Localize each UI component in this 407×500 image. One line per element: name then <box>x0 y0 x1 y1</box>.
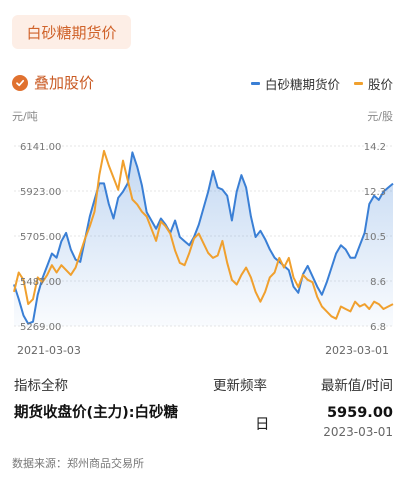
legend-label-stock: 股价 <box>367 77 393 92</box>
x-axis-end-date: 2023-03-01 <box>325 344 389 357</box>
data-source: 数据来源：郑州商品交易所 <box>12 457 144 470</box>
header-indicator-name: 指标全称 <box>14 378 68 394</box>
y-right-tick-label: 6.8 <box>370 322 386 333</box>
legend-item-futures: 白砂糖期货价 <box>250 74 340 93</box>
legend-item-stock: 股价 <box>353 74 393 93</box>
stock-price-line <box>13 149 394 320</box>
legend-label-futures: 白砂糖期货价 <box>264 77 340 92</box>
legend-swatch-futures <box>250 82 260 85</box>
right-axis-unit: 元/股 <box>367 110 393 123</box>
x-axis-start-date: 2021-03-03 <box>17 344 81 357</box>
page-title: 白砂糖期货价 <box>12 15 131 49</box>
header-update-frequency: 更新频率 <box>213 378 267 394</box>
y-left-tick-label: 5705.00 <box>20 232 61 243</box>
y-left-tick-label: 6141.00 <box>20 142 61 153</box>
indicator-name: 期货收盘价(主力):白砂糖 <box>14 405 179 421</box>
chart-legend: 白砂糖期货价 股价 <box>250 74 393 93</box>
y-right-tick-label: 14.2 <box>364 142 386 153</box>
y-left-tick-label: 5269.00 <box>20 322 61 333</box>
y-right-tick-label: 10.5 <box>364 232 386 243</box>
futures-price-area <box>14 152 393 326</box>
chart-series <box>13 149 394 326</box>
latest-date: 2023-03-01 <box>323 425 393 439</box>
y-left-tick-label: 5923.00 <box>20 187 61 198</box>
header-latest-value: 最新值/时间 <box>320 378 393 394</box>
overlay-label: 叠加股价 <box>34 74 95 92</box>
y-right-tick-label: 8.6 <box>370 277 386 288</box>
price-chart[interactable]: 6141.00 14.2 5923.00 12.3 5705.00 10.5 5487.00… <box>0 130 407 340</box>
y-right-tick-label: 12.3 <box>364 187 386 198</box>
left-axis-unit: 元/吨 <box>12 110 38 123</box>
legend-swatch-stock <box>353 82 363 85</box>
update-frequency: 日 <box>255 417 270 433</box>
check-icon <box>12 74 28 91</box>
chart-axis-ticks: 6141.00 14.2 5923.00 12.3 5705.00 10.5 5487.00… <box>20 142 386 333</box>
y-left-tick-label: 5487.00 <box>20 277 61 288</box>
indicator-table-header: 指标全称 更新频率 最新值/时间 <box>0 374 407 394</box>
latest-value: 5959.00 <box>326 405 393 421</box>
overlay-stock-price-toggle[interactable]: 叠加股价 <box>12 72 94 93</box>
